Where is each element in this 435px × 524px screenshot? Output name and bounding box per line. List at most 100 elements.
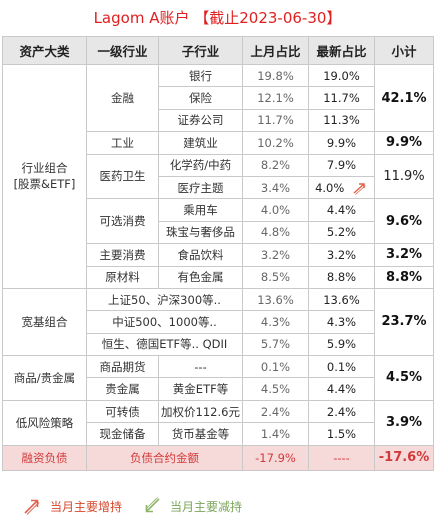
- latest-pct: 3.2%: [308, 243, 375, 267]
- table-row: 贵金属 黄金ETF等 4.5% 4.4%: [3, 377, 434, 401]
- table-row: 现金储备 货币基金等 1.4% 1.5%: [3, 422, 434, 446]
- subsector: 乘用车: [158, 198, 243, 222]
- sector-industrial: 工业: [86, 131, 159, 155]
- arrow-down-left-icon: [145, 497, 160, 513]
- subtotal: 42.1%: [374, 63, 434, 133]
- index-label: 恒生、德国ETF等.. QDII: [86, 332, 243, 357]
- prev-pct: 5.7%: [242, 332, 309, 357]
- subsector: 保险: [158, 86, 243, 110]
- latest-pct-cell: 4.0%: [308, 175, 375, 200]
- table-row: 行业组合 [股票&ETF] 金融 银行 19.8% 19.0% 42.1%: [2, 63, 434, 289]
- sector-discretionary: 可选消费: [86, 198, 159, 245]
- category-industry: 行业组合 [股票&ETF]: [2, 64, 87, 289]
- subtotal: 8.8%: [374, 265, 434, 289]
- latest-pct: 5.2%: [308, 220, 375, 245]
- latest-pct: 1.5%: [308, 422, 375, 446]
- legend-decrease: 当月主要减持: [142, 496, 242, 516]
- prev-pct: 12.1%: [242, 86, 309, 110]
- subsector: 化学药/中药: [158, 153, 243, 177]
- latest-pct: ----: [308, 444, 375, 471]
- legend-increase: 当月主要增持: [22, 496, 122, 516]
- category-broad: 宽基组合: [2, 287, 87, 357]
- prev-pct: 8.5%: [242, 265, 309, 289]
- latest-pct: 0.1%: [308, 355, 375, 379]
- table-row: 工业 建筑业 10.2% 9.9% 9.9%: [3, 131, 434, 155]
- sector-finance: 金融: [86, 63, 159, 133]
- subtotal: -17.6%: [374, 444, 434, 471]
- table-row: 宽基组合 上证50、沪深300等.. 13.6% 13.6% 23.7%: [2, 287, 434, 357]
- category-liability: 融资负债: [2, 444, 87, 471]
- subsector: 建筑业: [158, 131, 243, 155]
- subsector: 黄金ETF等: [158, 377, 243, 401]
- prev-pct: 4.8%: [242, 220, 309, 245]
- latest-pct: 4.3%: [308, 310, 375, 334]
- table-row: 商品/贵金属 商品期货 --- 0.1% 0.1% 4.5%: [2, 355, 434, 401]
- prev-pct: 10.2%: [242, 131, 309, 155]
- latest-pct: 2.4%: [308, 399, 375, 424]
- prev-pct: 1.4%: [242, 422, 309, 446]
- category-lowrisk: 低风险策略: [2, 399, 87, 446]
- legend: 当月主要增持 当月主要减持: [0, 490, 435, 524]
- subtotal: 11.9%: [374, 153, 434, 200]
- subtotal: 23.7%: [374, 287, 434, 357]
- sector-convertible: 可转债: [86, 399, 159, 424]
- column-header: 最新占比: [308, 36, 375, 65]
- latest-pct: 9.9%: [308, 131, 375, 155]
- liability-label: 负债合约金额: [86, 444, 243, 471]
- column-header: 上月占比: [242, 36, 309, 65]
- prev-pct: 3.2%: [242, 243, 309, 267]
- category-sublabel: [股票&ETF]: [13, 177, 76, 192]
- prev-pct: 2.4%: [242, 399, 309, 424]
- table-row: 恒生、德国ETF等.. QDII 5.7% 5.9%: [3, 332, 434, 357]
- prev-pct: 13.6%: [242, 287, 309, 312]
- prev-pct: 8.2%: [242, 153, 309, 177]
- table-row: 证券公司 11.7% 11.3%: [3, 108, 434, 133]
- allocation-table: 资产大类 一级行业 子行业 上月占比 最新占比 小计 行业组合 [股票&ETF]…: [2, 36, 434, 471]
- table-row: 低风险策略 可转债 加权价112.6元 2.4% 2.4% 3.9%: [2, 399, 434, 446]
- subsector: 珠宝与奢侈品: [158, 220, 243, 245]
- latest-pct: 4.4%: [308, 377, 375, 401]
- sector-precious-metals: 贵金属: [86, 377, 159, 401]
- prev-pct: 4.5%: [242, 377, 309, 401]
- latest-pct: 13.6%: [308, 287, 375, 312]
- prev-pct: 0.1%: [242, 355, 309, 379]
- sector-staples: 主要消费: [86, 243, 159, 267]
- arrow-up-right-icon: [24, 499, 40, 515]
- column-header: 子行业: [158, 36, 243, 65]
- subsector: 证券公司: [158, 108, 243, 133]
- prev-pct: 19.8%: [242, 63, 309, 88]
- subtotal: 9.6%: [374, 198, 434, 245]
- prev-pct: 11.7%: [242, 108, 309, 133]
- liability-row: 融资负债 负债合约金额 -17.9% ---- -17.6%: [2, 444, 434, 471]
- sector-futures: 商品期货: [86, 355, 159, 379]
- latest-pct: 4.0%: [315, 180, 345, 195]
- table-header-row: 资产大类 一级行业 子行业 上月占比 最新占比 小计: [2, 36, 434, 65]
- index-label: 上证50、沪深300等..: [86, 287, 243, 312]
- legend-increase-label: 当月主要增持: [50, 499, 123, 514]
- prev-pct: 4.3%: [242, 310, 309, 334]
- prev-pct: -17.9%: [242, 444, 309, 471]
- prev-pct: 4.0%: [242, 198, 309, 222]
- subsector: 货币基金等: [158, 422, 243, 446]
- sector-cash: 现金储备: [86, 422, 159, 446]
- subtotal: 3.2%: [374, 243, 434, 267]
- prev-pct: 3.4%: [242, 175, 309, 200]
- table-row: 主要消费 食品饮料 3.2% 3.2% 3.2%: [3, 243, 434, 267]
- table-row: 原材料 有色金属 8.5% 8.8% 8.8%: [3, 265, 434, 289]
- index-label: 中证500、1000等..: [86, 310, 243, 334]
- latest-pct: 11.7%: [308, 86, 375, 110]
- latest-pct: 7.9%: [308, 153, 375, 177]
- latest-pct: 4.4%: [308, 198, 375, 222]
- latest-pct: 11.3%: [308, 108, 375, 133]
- column-header: 小计: [374, 36, 434, 65]
- arrow-up-right-icon: [353, 182, 366, 195]
- subtotal: 4.5%: [374, 355, 434, 401]
- sector-materials: 原材料: [86, 265, 159, 289]
- table-row: 中证500、1000等.. 4.3% 4.3%: [3, 310, 434, 334]
- subsector: 银行: [158, 63, 243, 88]
- column-header: 一级行业: [86, 36, 159, 65]
- latest-pct: 5.9%: [308, 332, 375, 357]
- subsector: 食品饮料: [158, 243, 243, 267]
- subsector: ---: [158, 355, 243, 379]
- table-row: 医药卫生 化学药/中药 8.2% 7.9% 11.9%: [3, 153, 434, 200]
